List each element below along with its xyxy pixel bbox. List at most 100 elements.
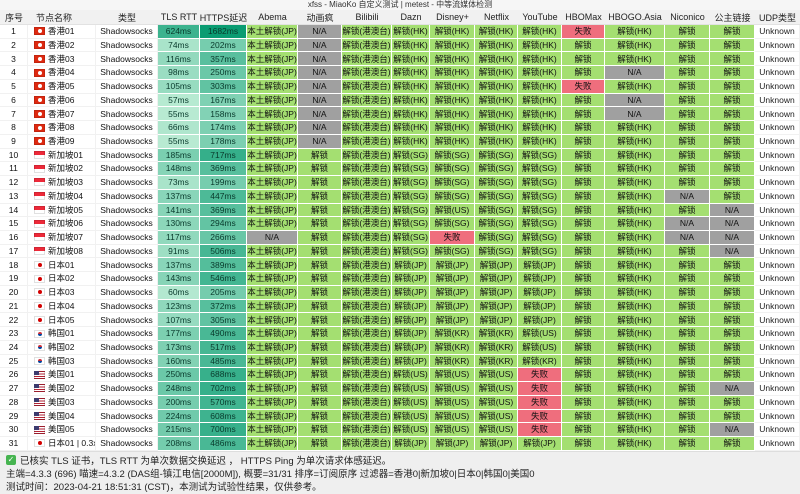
status-cell-hbogo-asia: 解锁(HK) (605, 121, 665, 135)
status-cell-netflix: 解锁(US) (475, 409, 518, 424)
status-cell-niconico: 解锁 (665, 313, 710, 328)
table-row: 20 日本03 Shadowsocks 60ms 205ms 本土解锁(JP) 解锁 解锁(港… (0, 285, 800, 300)
kr-flag-icon (34, 343, 45, 352)
status-cell-anime-fun: 解锁 (298, 285, 342, 300)
status-cell-niconico: 解锁 (665, 25, 710, 39)
jp-flag-icon (34, 260, 45, 269)
status-cell-anime-fun: 解锁 (298, 258, 342, 273)
status-cell-youtube: 解锁(SG) (518, 176, 562, 190)
status-cell-bilibili: 解锁(港澳台) (342, 327, 392, 341)
footer-note-line1: ✓ 已核实 TLS 证书，TLS RTT 为单次数据交换延迟 ， HTTPS P… (6, 454, 794, 467)
status-cell-youtube: 解锁(HK) (518, 121, 562, 135)
header-hbogo-asia: HBOGO.Asia (608, 12, 662, 22)
node-name-cell: 新加坡02 (28, 162, 96, 177)
status-cell-netflix: 解锁(SG) (475, 176, 518, 190)
hk-flag-icon (34, 96, 45, 105)
https-latency-cell: 486ms (200, 437, 247, 451)
jp-flag-icon (34, 288, 45, 297)
status-cell-hbogo-asia: 解锁(HK) (605, 258, 665, 273)
status-cell-dazn: 解锁(HK) (392, 107, 430, 122)
status-cell-bilibili: 解锁(港澳台) (342, 340, 392, 355)
https-latency-cell: 266ms (200, 231, 247, 245)
https-latency-cell: 202ms (200, 38, 247, 53)
status-cell-niconico: 解锁 (665, 285, 710, 300)
node-type-cell: Shadowsocks (96, 176, 158, 190)
status-cell-netflix: 解锁(HK) (475, 79, 518, 94)
https-latency-cell: 303ms (200, 79, 247, 94)
status-cell-netflix: 解锁(JP) (475, 313, 518, 328)
node-name-cell: 新加坡01 (28, 148, 96, 163)
status-cell-hbogo-asia: 解锁(HK) (605, 313, 665, 328)
node-name-cell: 美国04 (28, 409, 96, 424)
table-row: 16 新加坡07 Shadowsocks 117ms 266ms N/A 解锁 解锁(港澳台)… (0, 231, 800, 245)
status-cell-disney-plus: 解锁(HK) (430, 79, 475, 94)
node-name-cell: 日本04 (28, 299, 96, 314)
status-cell-udp-type: Unknown (755, 25, 800, 39)
status-cell-dazn: 解锁(SG) (392, 244, 430, 259)
status-cell-princess-connect: 解锁 (710, 148, 755, 163)
row-index-cell: 13 (0, 189, 28, 204)
status-cell-hbomax: 解锁 (562, 395, 605, 410)
node-name-label: 香港01 (48, 26, 75, 37)
https-latency-cell: 447ms (200, 189, 247, 204)
https-latency-cell: 167ms (200, 93, 247, 108)
status-cell-dazn: 解锁(JP) (392, 340, 430, 355)
tls-rtt-cell: 55ms (158, 134, 200, 149)
status-cell-abema: 本土解锁(JP) (247, 258, 298, 273)
status-cell-hbomax: 失败 (562, 25, 605, 39)
status-cell-dazn: 解锁(JP) (392, 285, 430, 300)
footer-note-line2-text: 主端=4.3.3 (696) 喵速=4.3.2 (DAS组-镇江电信[2000M… (6, 469, 535, 480)
tls-rtt-cell: 185ms (158, 148, 200, 163)
tls-rtt-cell: 105ms (158, 79, 200, 94)
node-type-cell: Shadowsocks (96, 66, 158, 80)
tls-rtt-cell: 123ms (158, 299, 200, 314)
status-cell-disney-plus: 失败 (430, 231, 475, 245)
status-cell-hbogo-asia: 解锁(HK) (605, 437, 665, 451)
status-cell-abema: 本土解锁(JP) (247, 107, 298, 122)
status-cell-disney-plus: 解锁(JP) (430, 437, 475, 451)
node-name-label: 香港03 (48, 53, 75, 64)
status-cell-abema: 本土解锁(JP) (247, 327, 298, 341)
node-name-label: 日本02 (48, 273, 75, 284)
status-cell-netflix: 解锁(JP) (475, 299, 518, 314)
status-cell-princess-connect: 解锁 (710, 327, 755, 341)
status-cell-abema: 本土解锁(JP) (247, 189, 298, 204)
status-cell-udp-type: Unknown (755, 368, 800, 383)
row-index-cell: 28 (0, 395, 28, 410)
status-cell-princess-connect: 解锁 (710, 52, 755, 67)
status-cell-abema: 本土解锁(JP) (247, 382, 298, 396)
tls-rtt-cell: 141ms (158, 203, 200, 218)
status-cell-disney-plus: 解锁(JP) (430, 299, 475, 314)
status-cell-udp-type: Unknown (755, 313, 800, 328)
status-cell-netflix: 解锁(SG) (475, 162, 518, 177)
https-latency-cell: 158ms (200, 107, 247, 122)
row-index-cell: 22 (0, 313, 28, 328)
hk-flag-icon (34, 137, 45, 146)
node-type-cell: Shadowsocks (96, 258, 158, 273)
status-cell-hbomax: 解锁 (562, 93, 605, 108)
status-cell-youtube: 解锁(SG) (518, 162, 562, 177)
status-cell-anime-fun: 解锁 (298, 217, 342, 232)
tls-rtt-cell: 73ms (158, 176, 200, 190)
https-latency-cell: 389ms (200, 258, 247, 273)
footer-note-line2: 主端=4.3.3 (696) 喵速=4.3.2 (DAS组-镇江电信[2000M… (6, 467, 794, 480)
status-cell-dazn: 解锁(SG) (392, 176, 430, 190)
table-row: 7 香港07 Shadowsocks 55ms 158ms 本土解锁(JP) N/A 解锁(港… (0, 107, 800, 122)
status-cell-disney-plus: 解锁(US) (430, 368, 475, 383)
status-cell-disney-plus: 解锁(HK) (430, 25, 475, 39)
status-cell-udp-type: Unknown (755, 162, 800, 177)
row-index-cell: 19 (0, 272, 28, 286)
node-type-cell: Shadowsocks (96, 313, 158, 328)
status-cell-disney-plus: 解锁(HK) (430, 93, 475, 108)
https-latency-cell: 178ms (200, 134, 247, 149)
row-index-cell: 1 (0, 25, 28, 39)
status-cell-abema: 本土解锁(JP) (247, 354, 298, 369)
status-cell-anime-fun: 解锁 (298, 231, 342, 245)
node-type-cell: Shadowsocks (96, 437, 158, 451)
footer-note-line3: 测试时间：2023-04-21 18:51:31 (CST)，本测试为试验性结果… (6, 479, 794, 492)
status-cell-udp-type: Unknown (755, 79, 800, 94)
tls-rtt-cell: 137ms (158, 258, 200, 273)
node-name-cell: 日本03 (28, 285, 96, 300)
status-cell-netflix: 解锁(KR) (475, 340, 518, 355)
node-name-cell: 美国02 (28, 382, 96, 396)
